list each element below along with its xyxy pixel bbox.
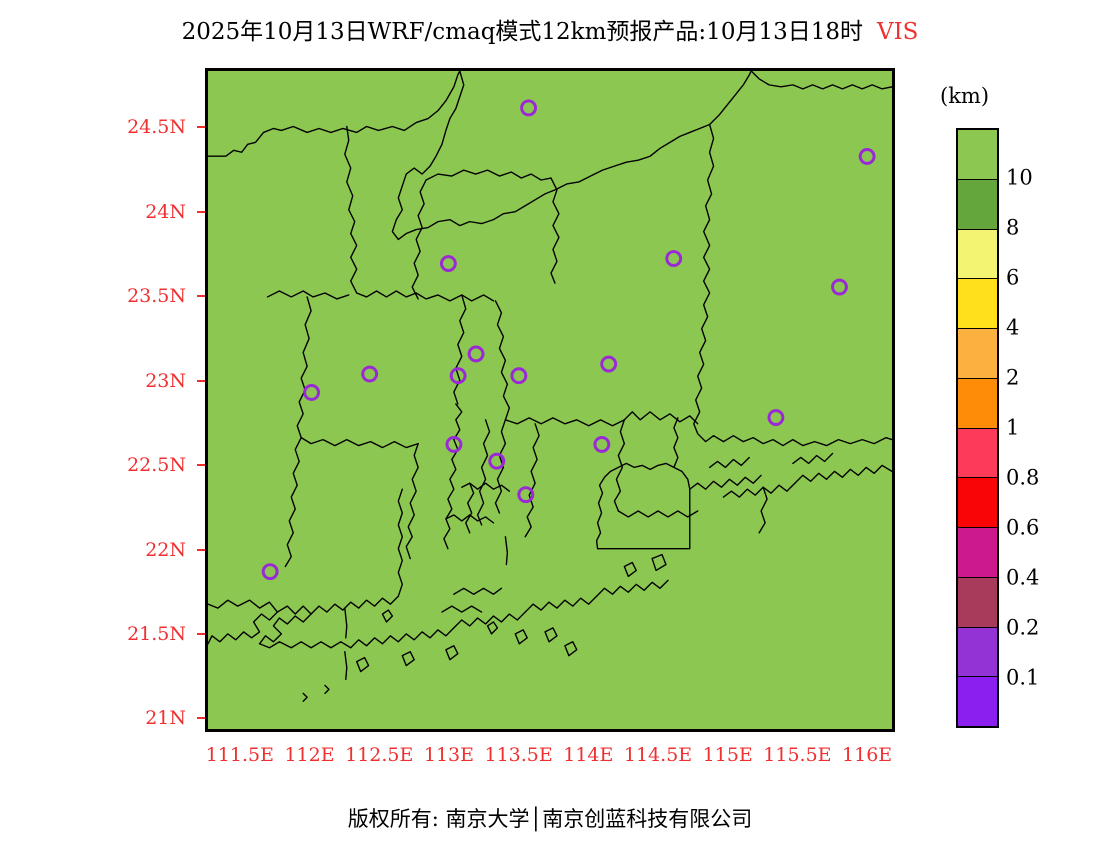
station-marker[interactable]	[520, 99, 538, 117]
x-axis-tick-label: 114E	[563, 744, 614, 766]
map-plot-area[interactable]	[205, 68, 895, 732]
y-axis-tick-mark	[197, 464, 205, 467]
colorbar-segment	[958, 279, 997, 329]
station-marker[interactable]	[467, 345, 485, 363]
x-axis-tick-label: 115E	[702, 744, 753, 766]
y-axis-tick-label: 24.5N	[127, 116, 186, 139]
y-axis-tick-mark	[197, 210, 205, 213]
x-axis-tick-label: 112.5E	[345, 744, 414, 766]
colorbar-segment	[958, 528, 997, 578]
station-marker[interactable]	[261, 563, 279, 581]
colorbar-segment	[958, 378, 997, 429]
colorbar-tick-label: 0.8	[1006, 465, 1040, 490]
station-marker[interactable]	[767, 409, 785, 426]
colorbar-tick-labels: 10 8 6 4 2 1 0.8 0.6 0.4 0.2 0.1	[1006, 128, 1096, 728]
x-axis: 111.5E 112E 112.5E 113E 113.5E 114E 114.5E 115E…	[0, 744, 1100, 770]
station-marker[interactable]	[510, 367, 528, 385]
colorbar-tick-label: 10	[1006, 165, 1033, 190]
colorbar-tick-label: 2	[1006, 365, 1020, 390]
station-marker[interactable]	[858, 147, 876, 165]
colorbar-segment	[958, 478, 997, 528]
y-axis-tick-label: 21N	[145, 707, 186, 730]
station-marker[interactable]	[593, 435, 611, 453]
colorbar-tick-label: 4	[1006, 315, 1020, 340]
station-marker[interactable]	[488, 452, 506, 470]
colorbar-segment	[958, 627, 997, 678]
station-marker[interactable]	[600, 355, 618, 373]
colorbar-segment	[958, 577, 997, 628]
x-axis-tick-label: 114.5E	[623, 744, 693, 766]
x-axis-tick-label: 113E	[423, 744, 475, 766]
y-axis-tick-mark	[197, 633, 205, 635]
colorbar-tick-label: 6	[1006, 265, 1020, 290]
colorbar-tick-label: 0.6	[1006, 515, 1040, 540]
colorbar-tick-label: 0.1	[1006, 665, 1040, 690]
y-axis-tick-mark	[197, 548, 205, 551]
colorbar-tick-label: 1	[1006, 415, 1020, 440]
x-axis-tick-label: 113.5E	[484, 744, 553, 766]
station-marker[interactable]	[439, 255, 457, 272]
station-marker[interactable]	[361, 365, 379, 383]
y-axis-tick-mark	[197, 717, 205, 720]
y-axis-tick-label: 22N	[145, 538, 186, 561]
x-axis-tick-label: 115.5E	[763, 744, 832, 766]
colorbar-segment	[958, 130, 997, 180]
colorbar[interactable]	[956, 128, 999, 728]
y-axis: 24.5N 24N 23.5N 23N 22.5N 22N 21.5N 21N	[0, 0, 205, 850]
y-axis-tick-label: 21.5N	[127, 623, 186, 645]
chart-title: 2025年10月13日WRF/cmaq模式12km预报产品:10月13日18时 V…	[0, 18, 1100, 46]
map-geography	[208, 71, 892, 702]
colorbar-segment	[958, 229, 997, 280]
chart-title-variable: VIS	[876, 19, 919, 45]
y-axis-tick-label: 23N	[145, 369, 186, 392]
colorbar-unit-label: (km)	[940, 84, 990, 108]
colorbar-segment	[958, 329, 997, 379]
colorbar-segment	[958, 179, 997, 230]
y-axis-tick-mark	[197, 126, 205, 129]
station-marker[interactable]	[831, 278, 848, 296]
y-axis-tick-label: 24N	[145, 200, 186, 223]
y-axis-tick-label: 22.5N	[127, 454, 186, 477]
y-axis-tick-mark	[197, 379, 205, 382]
copyright-footer: 版权所有: 南京大学│南京创蓝科技有限公司	[347, 807, 753, 831]
colorbar-tick-label: 0.2	[1006, 615, 1040, 640]
colorbar-tick-label: 0.4	[1006, 565, 1040, 590]
station-marker-layer	[261, 99, 876, 581]
y-axis-tick-mark	[197, 295, 205, 298]
colorbar-tick-label: 8	[1006, 215, 1020, 240]
x-axis-tick-label: 116E	[842, 744, 893, 766]
chart-title-main: 2025年10月13日WRF/cmaq模式12km预报产品:10月13日18时	[181, 19, 863, 45]
x-axis-tick-label: 111.5E	[205, 744, 274, 766]
station-marker[interactable]	[303, 384, 321, 401]
colorbar-segment	[958, 677, 997, 726]
y-axis-tick-label: 23.5N	[127, 285, 186, 308]
x-axis-tick-label: 112E	[284, 744, 335, 766]
station-marker[interactable]	[665, 250, 683, 267]
station-marker[interactable]	[445, 435, 463, 453]
station-marker[interactable]	[449, 367, 467, 385]
colorbar-segment	[958, 428, 997, 479]
station-marker[interactable]	[517, 486, 535, 504]
